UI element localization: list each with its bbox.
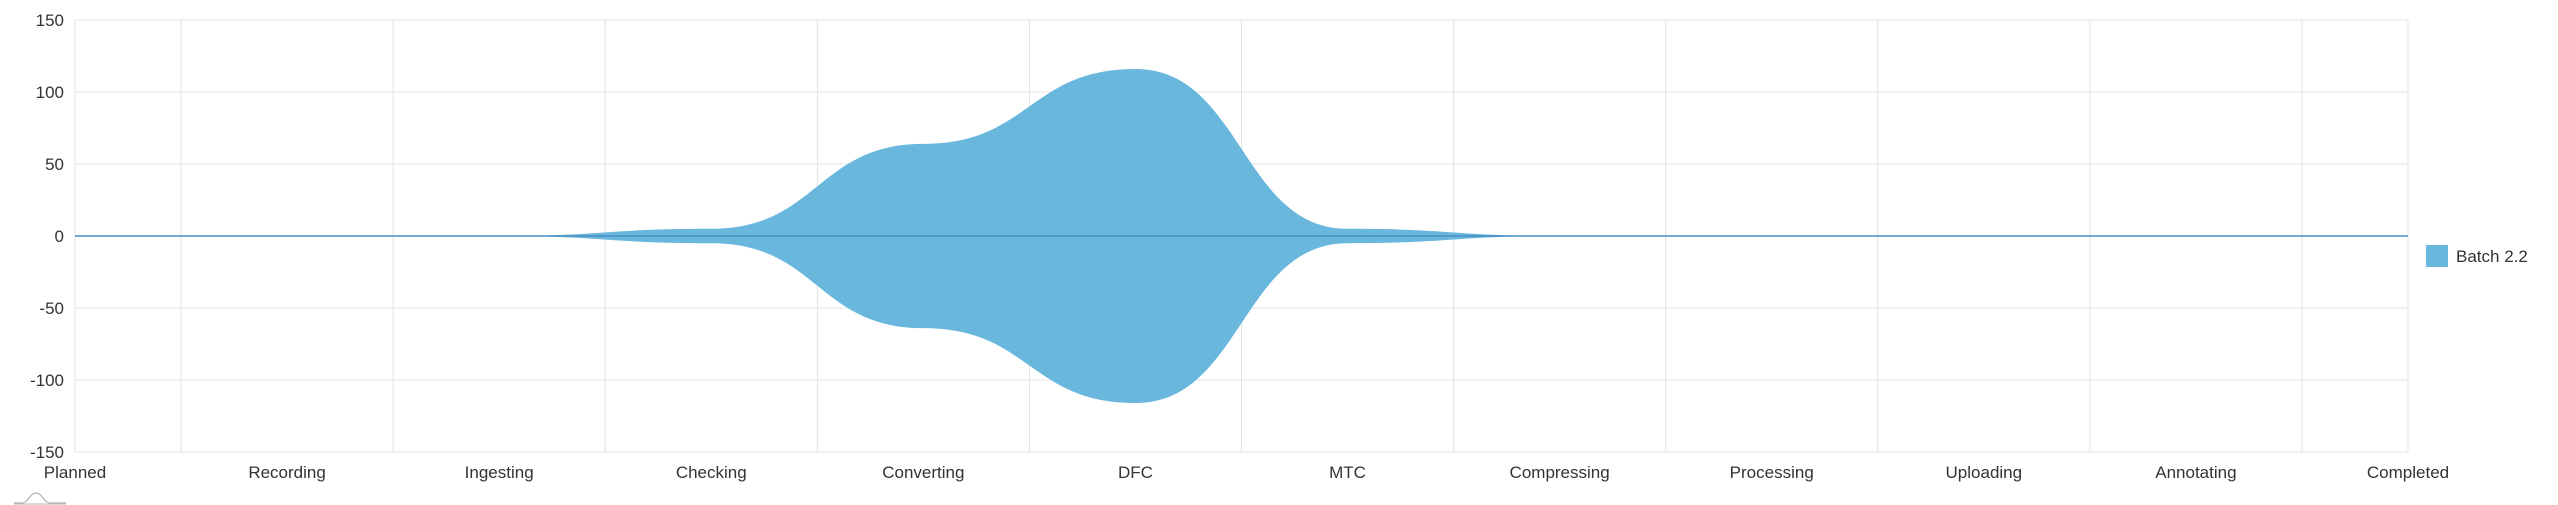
y-tick-label: 100	[36, 83, 64, 102]
x-tick-label: Uploading	[1946, 463, 2023, 482]
x-tick-label: DFC	[1118, 463, 1153, 482]
streamgraph-thumbnail-icon	[14, 492, 66, 505]
legend-swatch[interactable]	[2426, 245, 2448, 267]
x-tick-label: Compressing	[1510, 463, 1610, 482]
y-axis-ticks: 150 100 50 0 -50 -100 -150	[30, 11, 64, 462]
x-tick-label: Annotating	[2155, 463, 2236, 482]
y-tick-label: -50	[39, 299, 64, 318]
x-tick-label: Converting	[882, 463, 964, 482]
x-tick-label: Processing	[1730, 463, 1814, 482]
x-tick-label: Ingesting	[465, 463, 534, 482]
x-axis-ticks: Planned Recording Ingesting Checking Convert…	[44, 463, 2449, 482]
legend[interactable]: Batch 2.2	[2426, 245, 2528, 267]
x-tick-label: Checking	[676, 463, 747, 482]
y-tick-label: -150	[30, 443, 64, 462]
y-tick-label: 50	[45, 155, 64, 174]
y-tick-label: -100	[30, 371, 64, 390]
legend-label[interactable]: Batch 2.2	[2456, 247, 2528, 266]
x-tick-label: Recording	[248, 463, 326, 482]
y-tick-label: 150	[36, 11, 64, 30]
x-tick-label: Planned	[44, 463, 106, 482]
y-tick-label: 0	[55, 227, 64, 246]
x-tick-label: MTC	[1329, 463, 1366, 482]
x-tick-label: Completed	[2367, 463, 2449, 482]
